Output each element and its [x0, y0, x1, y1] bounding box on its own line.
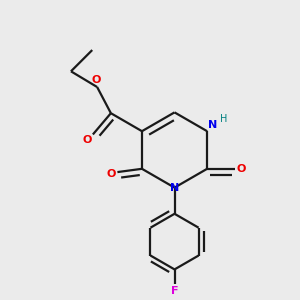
- Text: O: O: [82, 135, 92, 145]
- Text: H: H: [220, 114, 228, 124]
- Text: N: N: [208, 120, 217, 130]
- Text: O: O: [106, 169, 116, 179]
- Text: O: O: [92, 76, 101, 85]
- Text: F: F: [171, 286, 178, 296]
- Text: O: O: [237, 164, 246, 174]
- Text: N: N: [170, 183, 179, 193]
